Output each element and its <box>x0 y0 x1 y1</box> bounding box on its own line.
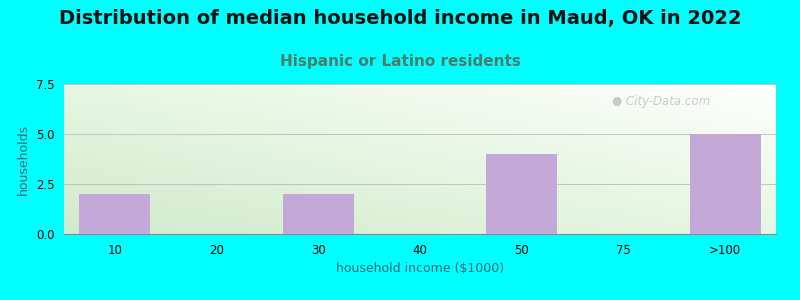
Text: ● City-Data.com: ● City-Data.com <box>612 95 710 109</box>
Bar <box>486 154 558 234</box>
Bar <box>282 194 354 234</box>
Y-axis label: households: households <box>17 123 30 195</box>
Bar <box>690 134 761 234</box>
Text: Hispanic or Latino residents: Hispanic or Latino residents <box>279 54 521 69</box>
X-axis label: household income ($1000): household income ($1000) <box>336 262 504 275</box>
Bar <box>79 194 150 234</box>
Text: Distribution of median household income in Maud, OK in 2022: Distribution of median household income … <box>58 9 742 28</box>
